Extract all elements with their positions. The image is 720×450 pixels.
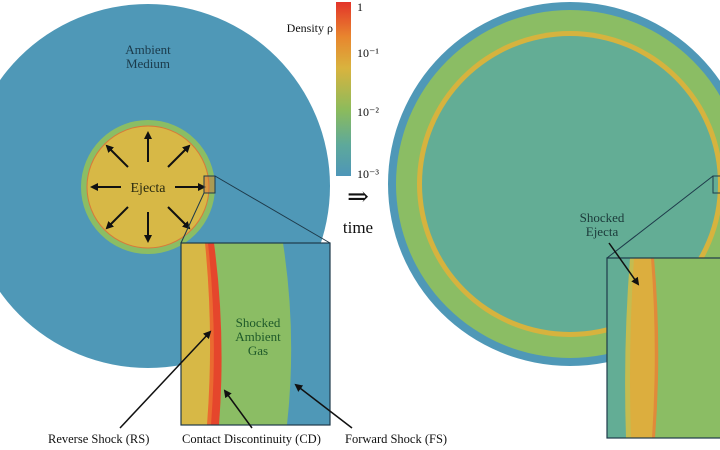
zoom-connector-bottom bbox=[180, 192, 205, 244]
time-arrow-icon: ⇒ bbox=[347, 182, 369, 211]
inset-label-line3: Gas bbox=[248, 343, 268, 358]
left-panel: Ejecta Ambient Medium Shocked Ambient Ga… bbox=[0, 4, 447, 446]
density-colorbar: Density ρ 1 10⁻¹ 10⁻² 10⁻³ bbox=[287, 0, 380, 181]
shocked-ejecta-label-line2: Ejecta bbox=[586, 224, 619, 239]
shocked-ejecta-callout-arrow bbox=[608, 242, 640, 286]
inset-label-line1: Shocked bbox=[236, 315, 281, 330]
time-label: time bbox=[343, 218, 373, 237]
right-inset bbox=[607, 258, 720, 438]
colorbar-tick-4: 10⁻³ bbox=[357, 167, 379, 181]
ambient-label-line2: Medium bbox=[126, 56, 170, 71]
colorbar-title: Density ρ bbox=[287, 21, 333, 35]
rs-callout-arrow bbox=[119, 330, 212, 429]
ejecta-label: Ejecta bbox=[131, 181, 167, 196]
zoom-region-box-right bbox=[712, 175, 720, 194]
ambient-label-line1: Ambient bbox=[125, 42, 171, 57]
cd-callout-arrow bbox=[223, 389, 253, 429]
colorbar-tick-1: 1 bbox=[357, 0, 363, 14]
zoom-connector-right bbox=[606, 175, 714, 259]
reverse-shock-label: Reverse Shock (RS) bbox=[48, 432, 149, 446]
forward-shock-label: Forward Shock (FS) bbox=[345, 432, 447, 446]
fs-callout-arrow bbox=[294, 383, 353, 429]
left-inset-frame bbox=[180, 242, 331, 426]
expansion-arrows bbox=[90, 131, 206, 243]
right-panel: Shocked Ejecta bbox=[388, 2, 720, 439]
right-inset-frame bbox=[606, 257, 720, 439]
colorbar-gradient bbox=[336, 2, 351, 176]
inset-label-line2: Ambient bbox=[235, 329, 281, 344]
contact-discontinuity-label: Contact Discontinuity (CD) bbox=[182, 432, 321, 446]
colorbar-tick-2: 10⁻¹ bbox=[357, 46, 379, 60]
zoom-region-box bbox=[203, 175, 216, 194]
left-inset bbox=[181, 243, 330, 425]
zoom-connector-top bbox=[214, 175, 331, 244]
shocked-ejecta-label-line1: Shocked bbox=[580, 210, 625, 225]
colorbar-tick-3: 10⁻² bbox=[357, 105, 379, 119]
